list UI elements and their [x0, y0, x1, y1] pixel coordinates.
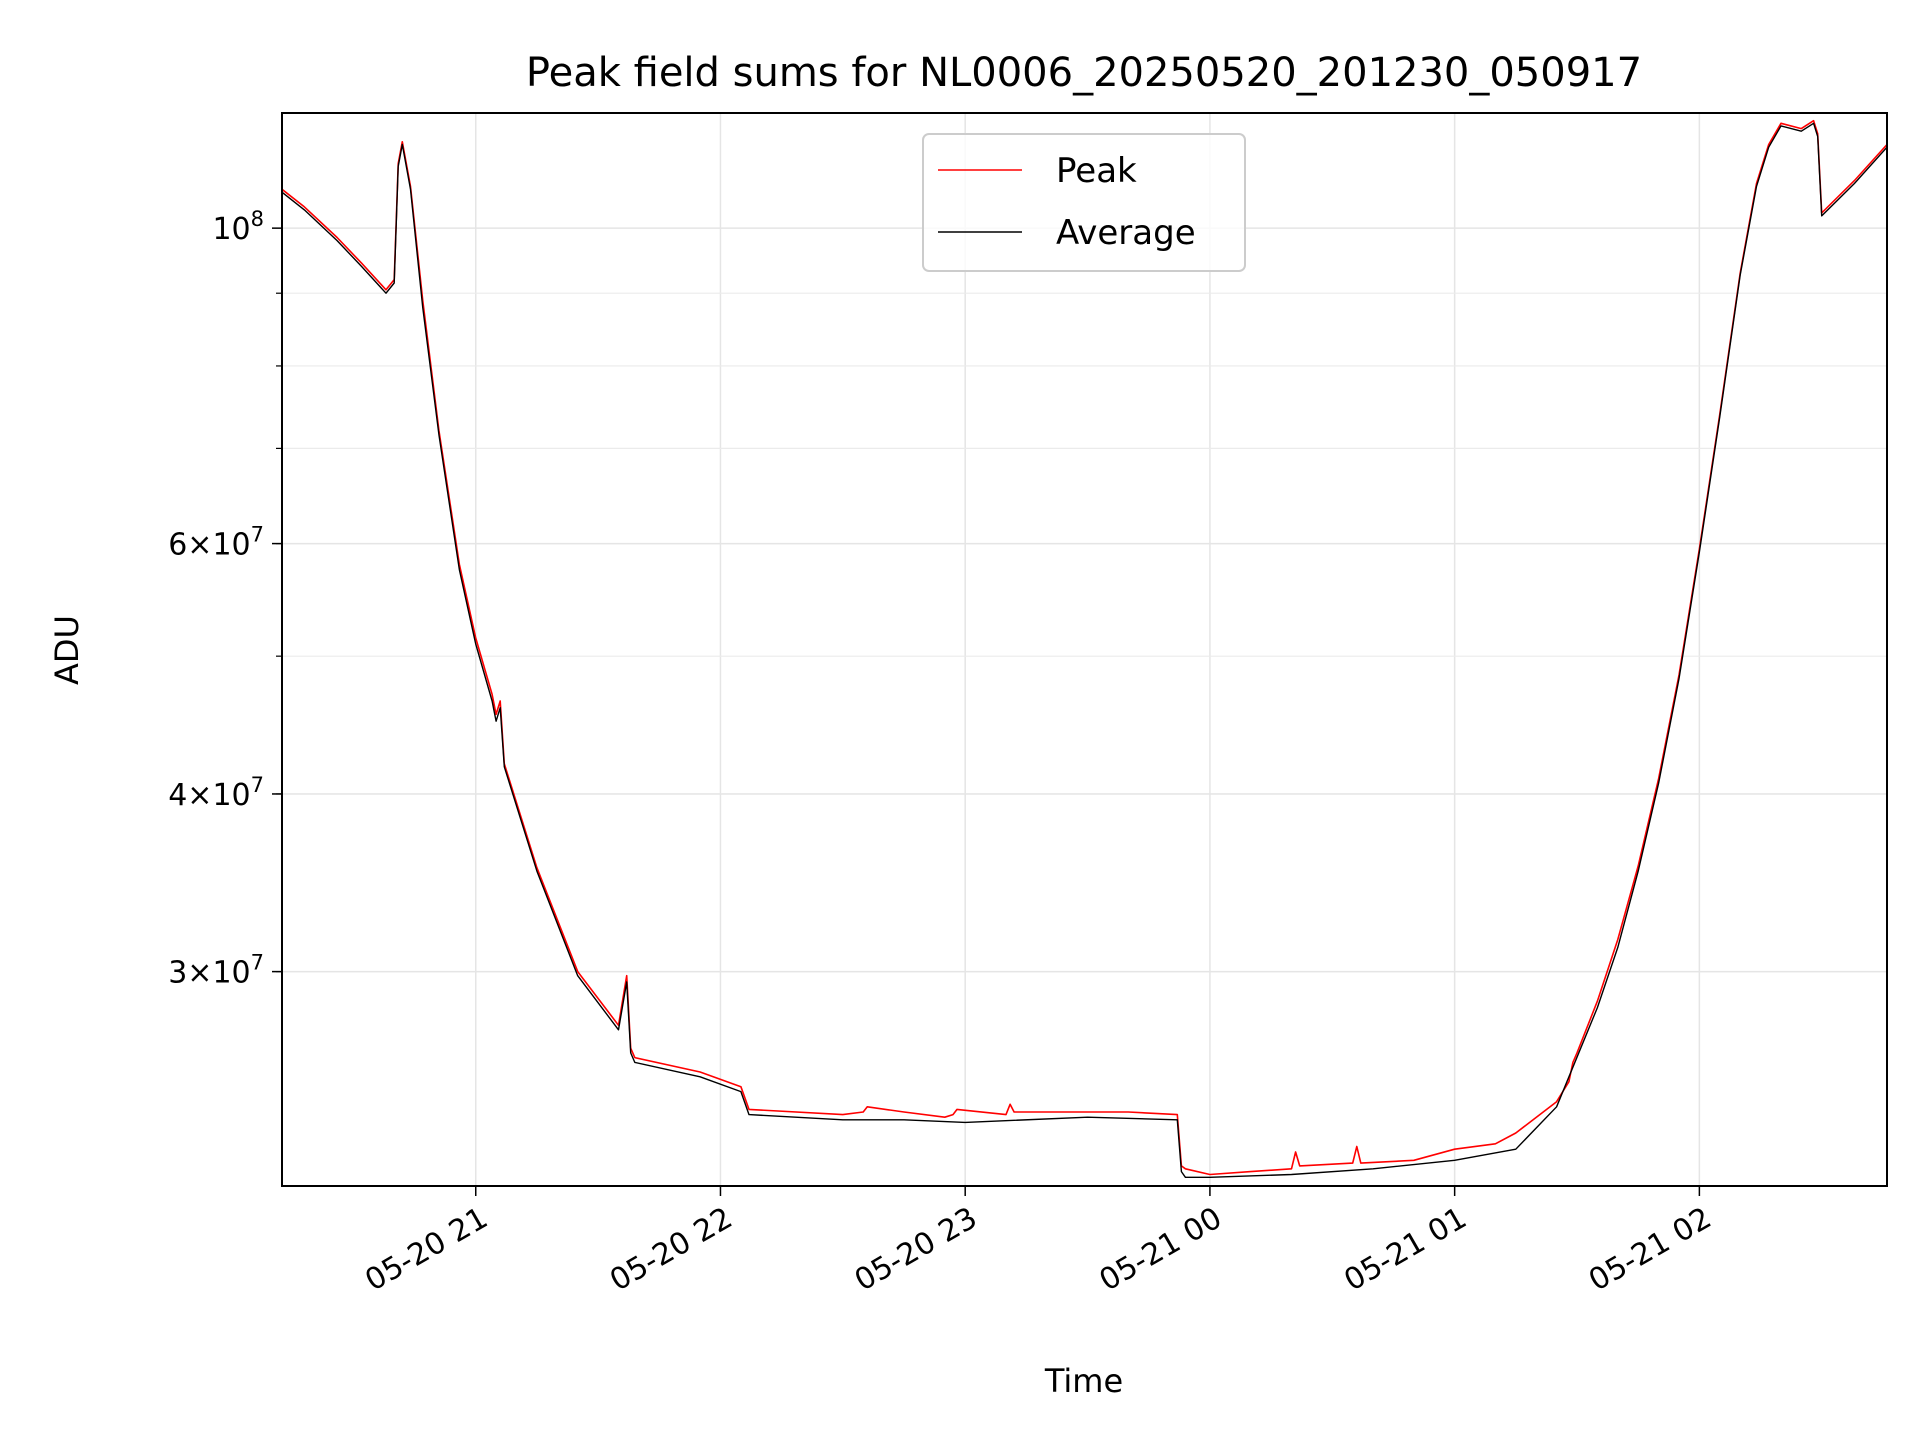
legend: Peak Average [922, 133, 1246, 272]
y-tick-label: 6×107 [168, 523, 264, 563]
series-layer [282, 119, 1887, 1179]
legend-label-average: Average [1056, 213, 1196, 253]
series-line-peak [282, 119, 1887, 1176]
legend-label-peak: Peak [1056, 151, 1137, 191]
series-line-average [282, 122, 1887, 1179]
chart-title: Peak field sums for NL0006_20250520_2012… [526, 50, 1642, 96]
plot-frame [281, 112, 1888, 1187]
x-axis-label: Time [1044, 1362, 1123, 1400]
y-tick-label: 4×107 [168, 773, 264, 813]
y-tick-label: 108 [212, 207, 264, 247]
y-tick-label: 3×107 [168, 951, 264, 991]
legend-box [922, 133, 1246, 272]
y-axis-label: ADU [48, 615, 86, 685]
